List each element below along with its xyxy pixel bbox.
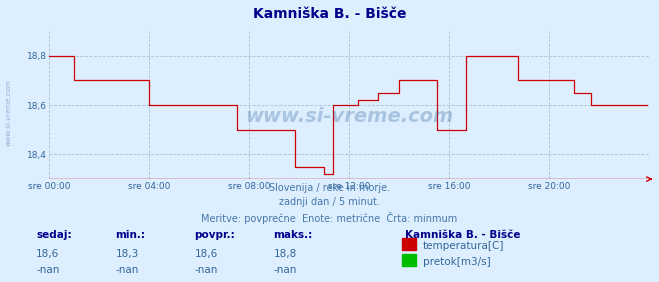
Text: min.:: min.: bbox=[115, 230, 146, 240]
Text: -nan: -nan bbox=[115, 265, 138, 274]
Text: temperatura[C]: temperatura[C] bbox=[423, 241, 505, 251]
Text: zadnji dan / 5 minut.: zadnji dan / 5 minut. bbox=[279, 197, 380, 207]
Text: povpr.:: povpr.: bbox=[194, 230, 235, 240]
Text: 18,6: 18,6 bbox=[36, 249, 59, 259]
Text: 18,6: 18,6 bbox=[194, 249, 217, 259]
Text: -nan: -nan bbox=[194, 265, 217, 274]
Text: 18,8: 18,8 bbox=[273, 249, 297, 259]
Text: -nan: -nan bbox=[273, 265, 297, 274]
Text: maks.:: maks.: bbox=[273, 230, 313, 240]
Text: Kamniška B. - Bišče: Kamniška B. - Bišče bbox=[253, 7, 406, 21]
Text: Kamniška B. - Bišče: Kamniška B. - Bišče bbox=[405, 230, 521, 240]
Text: www.si-vreme.com: www.si-vreme.com bbox=[245, 107, 453, 126]
Text: Meritve: povprečne  Enote: metrične  Črta: minmum: Meritve: povprečne Enote: metrične Črta:… bbox=[202, 212, 457, 224]
Text: www.si-vreme.com: www.si-vreme.com bbox=[5, 80, 11, 146]
Text: 18,3: 18,3 bbox=[115, 249, 138, 259]
Text: sedaj:: sedaj: bbox=[36, 230, 72, 240]
Text: Slovenija / reke in morje.: Slovenija / reke in morje. bbox=[269, 183, 390, 193]
Text: pretok[m3/s]: pretok[m3/s] bbox=[423, 257, 491, 267]
Text: -nan: -nan bbox=[36, 265, 59, 274]
